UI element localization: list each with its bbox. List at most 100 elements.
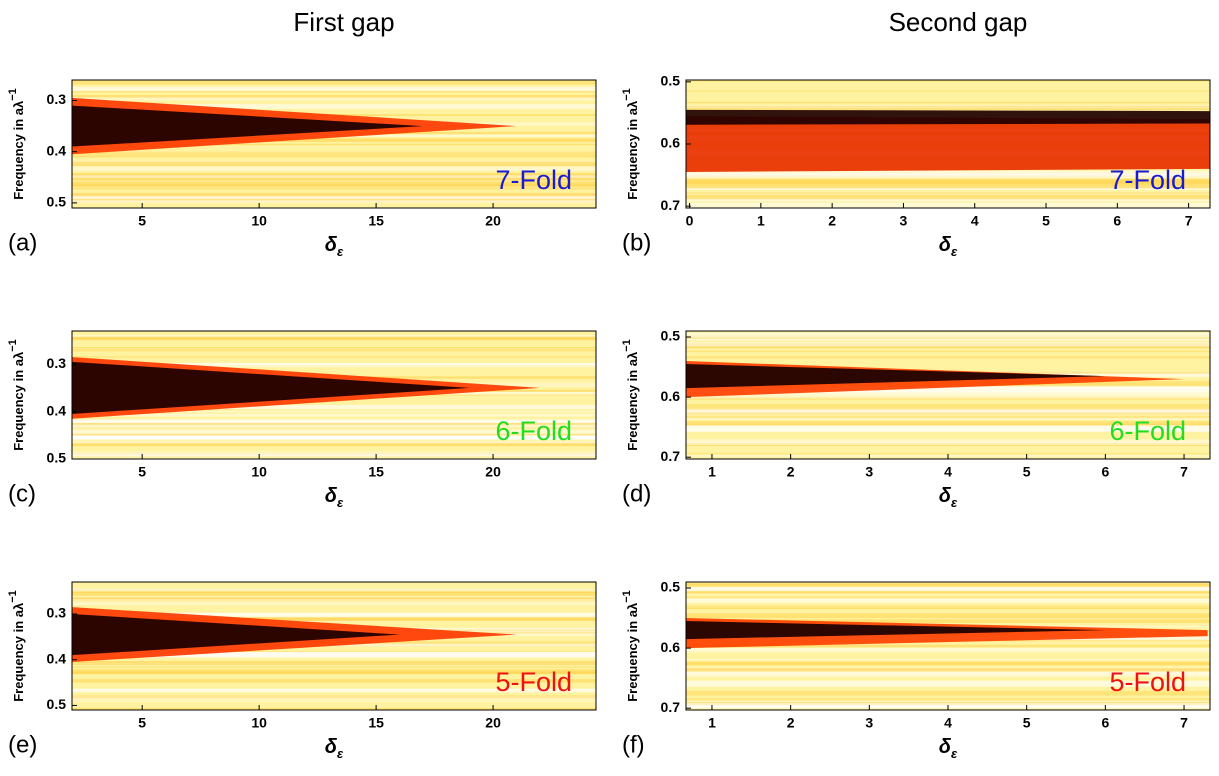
y-tick-label: 0.6 bbox=[661, 639, 681, 655]
y-axis-label: Frequency in aλ−1 bbox=[7, 590, 27, 702]
y-tick-label: 0.5 bbox=[47, 696, 67, 712]
x-tick-label: 4 bbox=[944, 715, 952, 731]
panel-annotation: 6-Fold bbox=[1109, 416, 1186, 446]
texture bbox=[686, 587, 1210, 591]
texture bbox=[686, 356, 1210, 359]
texture bbox=[72, 362, 596, 368]
x-tick-label: 15 bbox=[368, 213, 384, 229]
texture bbox=[72, 669, 596, 674]
x-tick-label: 7 bbox=[1180, 464, 1188, 480]
texture bbox=[72, 433, 596, 436]
texture bbox=[72, 181, 596, 187]
y-axis-label-text: Frequency in aλ bbox=[11, 100, 26, 200]
x-tick-label: 3 bbox=[900, 213, 908, 229]
panel: 0 1 2 3 4 5 6 7 0.5 0.6 0.7 Frequency in aλ−1 δε (b) 7… bbox=[621, 7, 1211, 259]
texture bbox=[686, 590, 1210, 594]
texture bbox=[72, 441, 596, 444]
x-axis-label-text: δ bbox=[939, 736, 952, 758]
texture bbox=[686, 404, 1210, 406]
x-axis-label-text: δ bbox=[939, 234, 952, 256]
texture bbox=[686, 614, 1210, 619]
x-axis-label-sub: ε bbox=[337, 746, 344, 761]
texture bbox=[72, 96, 596, 101]
x-tick-label: 1 bbox=[708, 464, 716, 480]
y-tick-label: 0.4 bbox=[47, 402, 67, 418]
x-tick-label: 20 bbox=[485, 464, 501, 480]
texture bbox=[72, 196, 596, 202]
texture bbox=[686, 346, 1210, 349]
x-tick-label: 5 bbox=[1023, 715, 1031, 731]
texture bbox=[686, 421, 1210, 426]
texture bbox=[72, 419, 596, 422]
texture bbox=[686, 90, 1210, 92]
texture bbox=[686, 183, 1210, 189]
texture bbox=[72, 689, 596, 692]
plot-area bbox=[72, 335, 596, 459]
panel: 5 10 15 20 0.3 0.4 0.5 Frequency in aλ−1 δε (c) 6-… bbox=[7, 330, 597, 510]
texture bbox=[686, 619, 1210, 623]
texture bbox=[686, 644, 1210, 648]
texture bbox=[72, 349, 596, 352]
x-tick-label: 4 bbox=[971, 213, 979, 229]
texture bbox=[686, 405, 1210, 411]
texture bbox=[72, 602, 596, 605]
texture bbox=[72, 688, 596, 690]
y-tick-label: 0.5 bbox=[47, 450, 67, 466]
x-axis-label-sub: ε bbox=[337, 495, 344, 510]
panel-label: (b) bbox=[622, 229, 651, 256]
texture bbox=[686, 596, 1210, 599]
texture bbox=[72, 165, 596, 170]
texture bbox=[72, 597, 596, 600]
texture bbox=[72, 453, 596, 455]
texture bbox=[686, 332, 1210, 338]
texture bbox=[686, 605, 1210, 609]
texture bbox=[72, 193, 596, 197]
x-tick-label: 2 bbox=[828, 213, 836, 229]
texture bbox=[72, 336, 596, 339]
texture bbox=[72, 173, 596, 177]
y-axis-label-sup: −1 bbox=[7, 88, 19, 101]
texture bbox=[686, 390, 1210, 395]
texture bbox=[686, 410, 1210, 415]
y-axis-label: Frequency in aλ−1 bbox=[621, 339, 641, 451]
texture bbox=[686, 683, 1210, 687]
y-tick-label: 0.4 bbox=[47, 142, 67, 158]
y-tick-label: 0.4 bbox=[47, 650, 67, 666]
x-tick-label: 7 bbox=[1185, 213, 1193, 229]
x-tick-label: 20 bbox=[485, 715, 501, 731]
texture bbox=[72, 588, 596, 592]
x-axis-label: δε bbox=[325, 234, 344, 259]
texture bbox=[72, 173, 596, 178]
texture bbox=[72, 453, 596, 457]
plot-frame bbox=[71, 79, 597, 209]
x-axis-label-text: δ bbox=[939, 485, 952, 507]
texture bbox=[686, 192, 1210, 194]
x-axis-label-sub: ε bbox=[951, 495, 958, 510]
texture bbox=[686, 607, 1210, 609]
x-tick-label: 1 bbox=[757, 213, 765, 229]
texture bbox=[72, 707, 596, 710]
texture bbox=[72, 174, 596, 178]
texture bbox=[72, 80, 596, 85]
texture bbox=[72, 155, 596, 158]
x-tick-label: 7 bbox=[1180, 715, 1188, 731]
texture bbox=[72, 442, 596, 447]
texture bbox=[686, 659, 1210, 661]
texture bbox=[686, 386, 1210, 390]
texture bbox=[72, 451, 596, 456]
texture bbox=[686, 411, 1210, 415]
texture bbox=[72, 335, 596, 337]
texture bbox=[686, 80, 1210, 82]
texture bbox=[72, 612, 596, 618]
texture bbox=[686, 661, 1210, 666]
texture bbox=[686, 698, 1210, 701]
texture bbox=[686, 441, 1210, 447]
x-axis-label-text: δ bbox=[325, 736, 338, 758]
y-axis-label-sup: −1 bbox=[7, 590, 19, 603]
texture bbox=[686, 173, 1210, 178]
texture bbox=[72, 424, 596, 429]
y-axis-label: Frequency in aλ−1 bbox=[7, 339, 27, 451]
y-axis-label-sup: −1 bbox=[621, 339, 633, 352]
texture bbox=[72, 429, 596, 435]
y-tick-label: 0.5 bbox=[661, 579, 681, 595]
